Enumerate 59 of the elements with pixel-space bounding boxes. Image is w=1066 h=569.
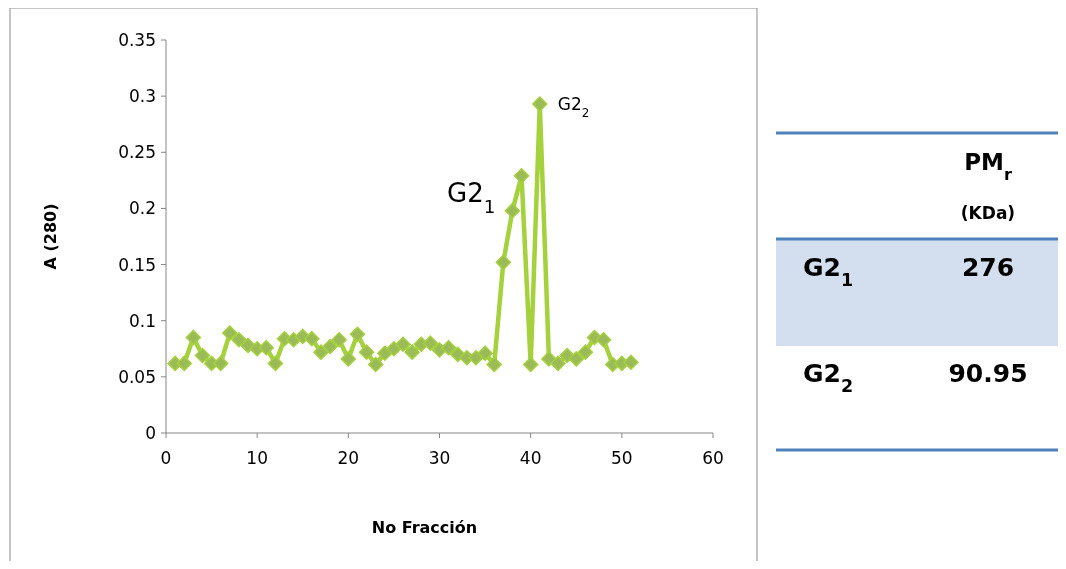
point [404, 344, 420, 360]
point [212, 355, 229, 372]
point [568, 351, 584, 367]
data-label: 276 [961, 253, 1015, 282]
point [349, 326, 366, 342]
category-label: G2$_{2}$ [803, 359, 854, 396]
point [532, 96, 548, 112]
point [522, 356, 539, 373]
point [222, 325, 238, 341]
point [395, 336, 411, 353]
point [331, 332, 347, 348]
point [577, 344, 594, 360]
point [422, 335, 439, 351]
point [477, 345, 493, 362]
point [513, 168, 530, 184]
y-tick-label: 0.2 [128, 198, 156, 219]
y-tick-label: 0.05 [118, 366, 156, 387]
x-axis-title: No Fracción [371, 518, 478, 537]
y-tick-label: 0.15 [118, 254, 156, 275]
point [231, 332, 247, 348]
x-tick-label: 0 [160, 448, 172, 468]
point [541, 351, 557, 367]
point [504, 202, 521, 219]
y-tick-label: 0.1 [128, 310, 156, 331]
point [367, 356, 384, 373]
point [313, 344, 329, 360]
point [377, 345, 393, 362]
point [258, 339, 275, 356]
x-tick-label: 40 [519, 448, 542, 468]
point [486, 356, 502, 373]
x-tick-label: 60 [702, 448, 724, 468]
point [185, 329, 202, 346]
point [495, 254, 512, 271]
y-tick-label: 0.35 [118, 29, 156, 50]
text: (KDa) [960, 203, 1016, 223]
x-tick-label: 20 [337, 448, 360, 468]
x-tick-label: 50 [611, 448, 633, 468]
annotation: G2$_{2}$ [557, 94, 590, 120]
point [176, 355, 192, 372]
y-tick-label: 0.25 [118, 142, 156, 163]
point [358, 344, 375, 360]
point [340, 351, 357, 367]
annotation: G2$_{1}$ [447, 178, 496, 217]
point [304, 330, 320, 347]
text: PM$_{r}$ [964, 149, 1012, 184]
category-label: G2$_{1}$ [803, 253, 854, 290]
point [267, 355, 284, 372]
point [595, 332, 612, 348]
point [440, 339, 457, 356]
y-axis-title: A (280) [41, 203, 60, 270]
point [194, 347, 211, 364]
point [550, 355, 566, 372]
point [322, 338, 338, 355]
data-label: 90.95 [948, 359, 1028, 388]
x-tick-label: 30 [428, 448, 451, 468]
y-tick-label: 0.3 [128, 86, 156, 107]
y-tick-label: 0 [145, 422, 156, 443]
x-tick-label: 10 [246, 448, 268, 468]
point [623, 354, 639, 371]
